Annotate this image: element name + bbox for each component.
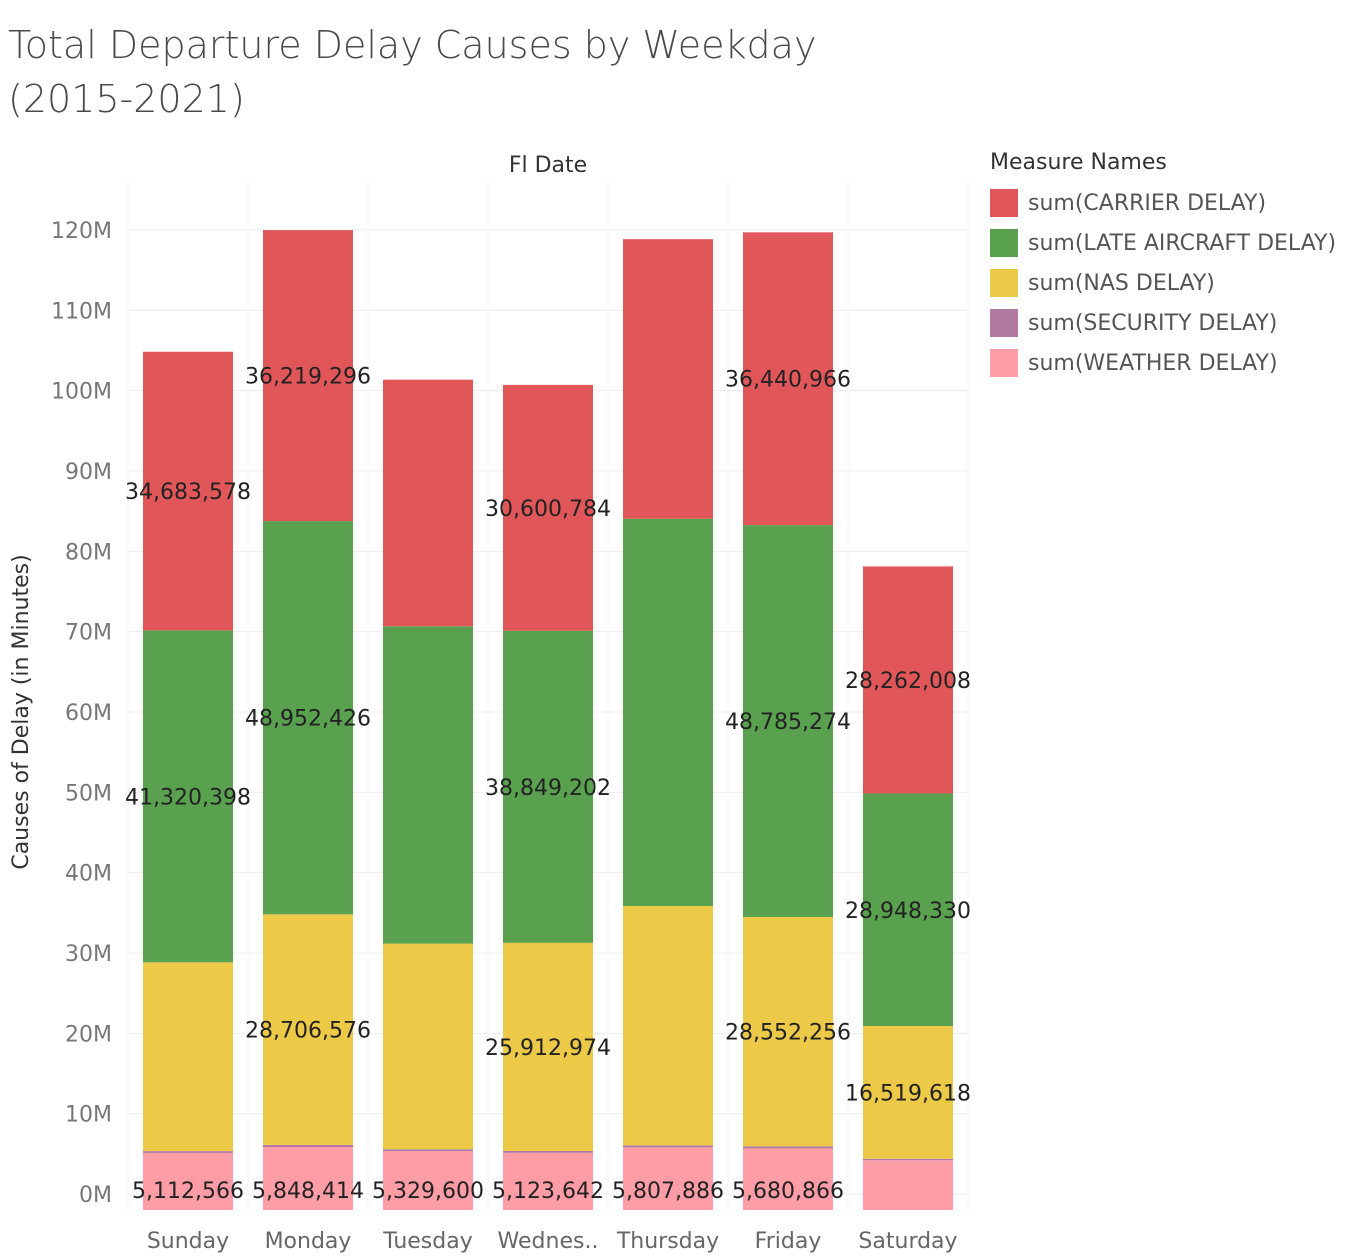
bar-sum-carrier-delay- bbox=[263, 230, 353, 522]
bar-sum-late-aircraft-delay- bbox=[383, 626, 473, 944]
y-tick-label: 10M bbox=[65, 1103, 112, 1128]
legend-item: sum(SECURITY DELAY) bbox=[990, 303, 1336, 343]
bar-sum-security-delay- bbox=[143, 1151, 233, 1153]
bar-sum-weather-delay- bbox=[503, 1152, 593, 1210]
y-tick-label: 50M bbox=[65, 781, 112, 806]
x-tick-label: Wednes.. bbox=[498, 1229, 599, 1254]
data-label: 16,519,618 bbox=[845, 1081, 971, 1106]
column-header: Fl Date bbox=[509, 153, 587, 178]
legend-item: sum(WEATHER DELAY) bbox=[990, 343, 1336, 383]
data-label: 48,785,274 bbox=[725, 710, 851, 735]
legend-item: sum(LATE AIRCRAFT DELAY) bbox=[990, 223, 1336, 263]
legend-swatch bbox=[990, 269, 1018, 297]
legend-item: sum(CARRIER DELAY) bbox=[990, 183, 1336, 223]
data-label: 36,440,966 bbox=[725, 368, 851, 393]
x-tick-label: Saturday bbox=[858, 1229, 957, 1254]
legend-title: Measure Names bbox=[990, 150, 1167, 175]
data-label: 5,123,642 bbox=[492, 1179, 604, 1204]
legend-label: sum(NAS DELAY) bbox=[1028, 270, 1215, 296]
bar-sum-weather-delay- bbox=[383, 1151, 473, 1210]
y-tick-label: 60M bbox=[65, 701, 112, 726]
chart-title: Total Departure Delay Causes by Weekday … bbox=[8, 23, 817, 121]
x-tick-label: Tuesday bbox=[382, 1229, 473, 1254]
bar-sum-weather-delay- bbox=[863, 1160, 953, 1210]
legend-swatch bbox=[990, 189, 1018, 217]
bar-sum-late-aircraft-delay- bbox=[143, 630, 233, 963]
y-tick-label: 110M bbox=[51, 299, 112, 324]
legend-label: sum(WEATHER DELAY) bbox=[1028, 350, 1278, 376]
bar-sum-weather-delay- bbox=[263, 1147, 353, 1210]
data-label: 38,849,202 bbox=[485, 776, 611, 801]
bar-sum-late-aircraft-delay- bbox=[503, 630, 593, 943]
bar-sum-late-aircraft-delay- bbox=[743, 525, 833, 917]
data-label: 28,706,576 bbox=[245, 1019, 371, 1044]
bar-sum-nas-delay- bbox=[863, 1026, 953, 1159]
bar-sum-nas-delay- bbox=[743, 916, 833, 1147]
data-label: 41,320,398 bbox=[125, 785, 251, 810]
bar-sum-weather-delay- bbox=[623, 1147, 713, 1210]
bar-sum-carrier-delay- bbox=[143, 351, 233, 631]
y-tick-label: 80M bbox=[65, 540, 112, 565]
bar-sum-late-aircraft-delay- bbox=[263, 521, 353, 915]
data-label: 5,807,886 bbox=[612, 1179, 724, 1204]
y-tick-label: 100M bbox=[51, 380, 112, 405]
data-label: 30,600,784 bbox=[485, 497, 611, 522]
legend-items: sum(CARRIER DELAY) sum(LATE AIRCRAFT DELA… bbox=[990, 183, 1336, 383]
x-tick-label: Monday bbox=[265, 1229, 352, 1254]
bar-sum-late-aircraft-delay- bbox=[863, 793, 953, 1027]
data-label: 28,262,008 bbox=[845, 669, 971, 694]
y-tick-label: 120M bbox=[51, 219, 112, 244]
bar-sum-nas-delay- bbox=[263, 914, 353, 1145]
bar-sum-security-delay- bbox=[383, 1149, 473, 1152]
bar-sum-nas-delay- bbox=[143, 962, 233, 1152]
y-tick-label: 0M bbox=[79, 1183, 112, 1208]
bar-sum-carrier-delay- bbox=[863, 566, 953, 794]
y-axis-label: Causes of Delay (in Minutes) bbox=[9, 554, 34, 869]
x-tick-label: Sunday bbox=[147, 1229, 229, 1254]
bar-sum-carrier-delay- bbox=[623, 239, 713, 519]
bar-sum-nas-delay- bbox=[383, 943, 473, 1150]
x-tick-label: Friday bbox=[755, 1229, 822, 1254]
data-label: 5,848,414 bbox=[252, 1179, 364, 1204]
bar-sum-carrier-delay- bbox=[383, 379, 473, 627]
bar-sum-carrier-delay- bbox=[743, 232, 833, 526]
bar-sum-late-aircraft-delay- bbox=[623, 518, 713, 906]
y-tick-label: 40M bbox=[65, 862, 112, 887]
y-tick-label: 30M bbox=[65, 942, 112, 967]
x-tick-label: Thursday bbox=[616, 1229, 719, 1254]
bar-sum-security-delay- bbox=[623, 1145, 713, 1148]
bar-sum-weather-delay- bbox=[143, 1152, 233, 1210]
legend-label: sum(CARRIER DELAY) bbox=[1028, 190, 1267, 216]
data-label: 5,329,600 bbox=[372, 1179, 484, 1204]
bar-sum-security-delay- bbox=[743, 1146, 833, 1149]
data-label: 5,680,866 bbox=[732, 1179, 844, 1204]
legend-swatch bbox=[990, 309, 1018, 337]
bar-sum-security-delay- bbox=[503, 1150, 593, 1153]
legend-swatch bbox=[990, 229, 1018, 257]
legend-item: sum(NAS DELAY) bbox=[990, 263, 1336, 303]
bar-sum-carrier-delay- bbox=[503, 384, 593, 631]
bar-sum-nas-delay- bbox=[623, 905, 713, 1146]
legend-swatch bbox=[990, 349, 1018, 377]
data-label: 5,112,566 bbox=[132, 1179, 244, 1204]
data-label: 48,952,426 bbox=[245, 707, 371, 732]
bar-sum-security-delay- bbox=[263, 1144, 353, 1148]
data-label: 25,912,974 bbox=[485, 1036, 611, 1061]
data-label: 34,683,578 bbox=[125, 480, 251, 505]
bar-sum-weather-delay- bbox=[743, 1148, 833, 1210]
bar-sum-security-delay- bbox=[863, 1158, 953, 1161]
legend: Measure Names sum(CARRIER DELAY) sum(LATE… bbox=[990, 150, 1336, 383]
legend-label: sum(SECURITY DELAY) bbox=[1028, 310, 1278, 336]
y-tick-label: 90M bbox=[65, 460, 112, 485]
bar-sum-nas-delay- bbox=[503, 942, 593, 1151]
y-tick-label: 70M bbox=[65, 621, 112, 646]
data-label: 28,948,330 bbox=[845, 899, 971, 924]
data-label: 28,552,256 bbox=[725, 1021, 851, 1046]
y-tick-label: 20M bbox=[65, 1022, 112, 1047]
legend-label: sum(LATE AIRCRAFT DELAY) bbox=[1028, 230, 1337, 256]
data-label: 36,219,296 bbox=[245, 365, 371, 390]
